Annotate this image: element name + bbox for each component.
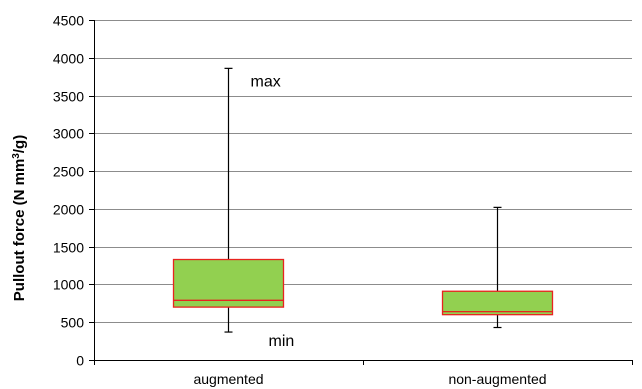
- y-axis-label-prefix: Pullout force (N mm: [11, 159, 28, 302]
- y-tick-label: 1000: [53, 277, 84, 293]
- min-annotation: min: [269, 333, 295, 350]
- y-tick-label: 500: [61, 315, 85, 331]
- y-tick-label: 3000: [53, 126, 84, 142]
- y-tick-label: 4500: [53, 13, 84, 29]
- x-axis-ticks: augmented non-augmented: [94, 360, 633, 387]
- x-tick-label: non-augmented: [448, 371, 546, 387]
- box-body: [441, 290, 554, 316]
- y-tick-label: 2500: [53, 164, 84, 180]
- y-axis-label-superscript: 3: [11, 153, 22, 159]
- y-tick-label: 4000: [53, 51, 84, 67]
- x-tick-label: augmented: [193, 371, 263, 387]
- y-axis-ticks: 0 500 1000 1500 2000 2500 3000 3500 4000 4500: [53, 13, 94, 369]
- y-tick-label: 2000: [53, 202, 84, 218]
- y-tick-label: 3500: [53, 89, 84, 105]
- y-tick-label: 0: [76, 353, 84, 369]
- box-body: [172, 258, 285, 308]
- box-augmented: [172, 67, 285, 333]
- y-axis-label: Pullout force (N mm3/g): [11, 135, 28, 301]
- max-annotation: max: [251, 73, 281, 90]
- y-axis-label-suffix: /g): [11, 135, 28, 153]
- boxes: [172, 67, 554, 333]
- y-tick-label: 1500: [53, 240, 84, 256]
- box-non-augmented: [441, 206, 554, 329]
